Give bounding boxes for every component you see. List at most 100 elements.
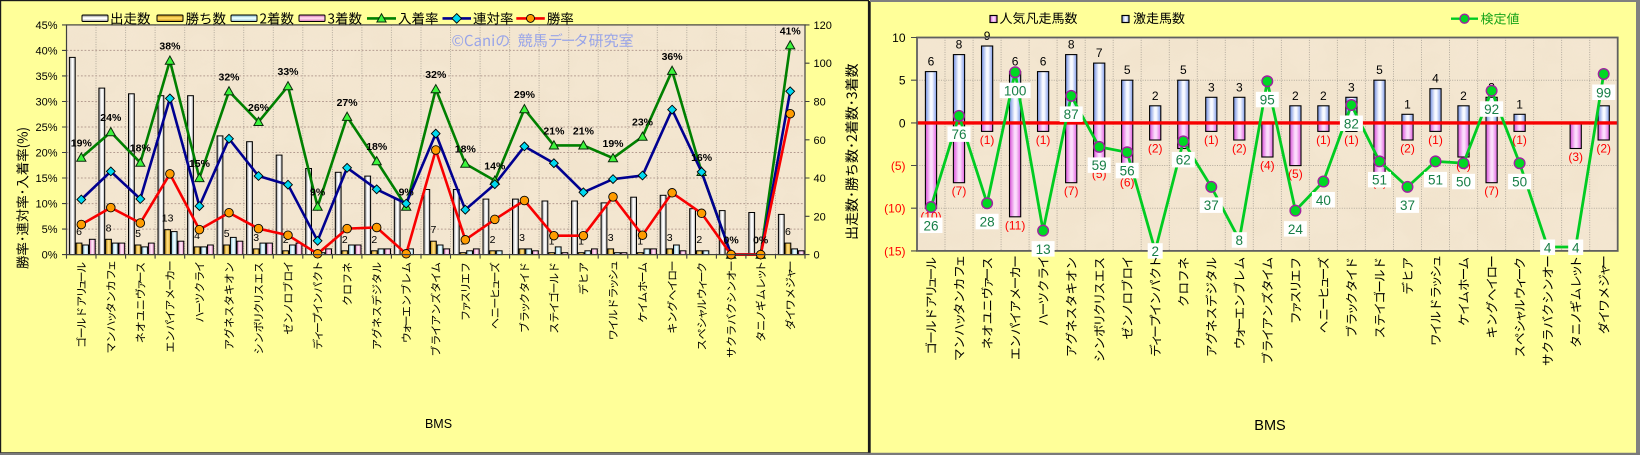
svg-text:15%: 15%: [189, 158, 211, 170]
svg-text:32%: 32%: [425, 69, 447, 81]
svg-text:27%: 27%: [337, 97, 359, 109]
svg-text:BMS: BMS: [425, 417, 452, 431]
svg-text:19%: 19%: [71, 138, 93, 150]
svg-text:1: 1: [1404, 97, 1411, 111]
svg-text:35%: 35%: [35, 71, 57, 83]
svg-text:(10): (10): [884, 202, 905, 216]
svg-text:16%: 16%: [691, 152, 713, 164]
svg-text:76: 76: [951, 127, 966, 142]
svg-text:40: 40: [1316, 193, 1331, 208]
svg-text:18%: 18%: [366, 141, 388, 153]
svg-text:(1): (1): [1204, 133, 1219, 147]
svg-text:41%: 41%: [780, 25, 802, 37]
svg-text:2: 2: [696, 234, 702, 246]
svg-text:5: 5: [899, 74, 906, 88]
svg-text:0: 0: [814, 250, 820, 262]
svg-text:10%: 10%: [35, 199, 57, 211]
svg-text:51: 51: [1372, 173, 1387, 188]
svg-text:26%: 26%: [248, 102, 270, 114]
svg-text:(7): (7): [1064, 184, 1079, 198]
svg-text:9%: 9%: [310, 187, 326, 199]
svg-text:1: 1: [549, 236, 555, 248]
svg-text:BMS: BMS: [1254, 418, 1285, 434]
svg-text:(1): (1): [1316, 133, 1331, 147]
svg-text:4: 4: [1432, 72, 1439, 86]
svg-text:6: 6: [1012, 55, 1019, 69]
svg-text:(2): (2): [1232, 141, 1247, 155]
svg-text:8: 8: [1068, 38, 1075, 52]
svg-text:(7): (7): [952, 184, 967, 198]
svg-text:2: 2: [490, 234, 496, 246]
svg-text:1: 1: [1516, 97, 1523, 111]
svg-text:1: 1: [578, 236, 584, 248]
svg-text:120: 120: [814, 20, 832, 32]
svg-text:18%: 18%: [455, 144, 477, 156]
svg-text:23%: 23%: [632, 117, 654, 129]
svg-text:56: 56: [1120, 164, 1135, 179]
svg-text:92: 92: [1484, 102, 1499, 117]
svg-text:2: 2: [342, 234, 348, 246]
svg-text:(1): (1): [1512, 133, 1527, 147]
svg-text:(2): (2): [1596, 141, 1611, 155]
svg-text:37: 37: [1204, 198, 1219, 213]
svg-text:(1): (1): [1428, 133, 1443, 147]
svg-text:(1): (1): [1036, 133, 1051, 147]
svg-text:6: 6: [785, 226, 791, 238]
svg-text:80: 80: [814, 97, 826, 109]
svg-text:6: 6: [928, 55, 935, 69]
svg-text:2: 2: [1320, 89, 1327, 103]
svg-text:6: 6: [76, 226, 82, 238]
svg-text:59: 59: [1092, 158, 1107, 173]
svg-text:3: 3: [1236, 80, 1243, 94]
svg-text:(1): (1): [980, 133, 995, 147]
svg-text:2: 2: [1292, 89, 1299, 103]
svg-text:15%: 15%: [35, 173, 57, 185]
svg-text:100: 100: [814, 58, 832, 70]
svg-text:9: 9: [984, 29, 991, 43]
svg-text:2: 2: [1460, 89, 1467, 103]
svg-text:3: 3: [667, 232, 673, 244]
svg-text:3: 3: [253, 232, 259, 244]
svg-text:8: 8: [1236, 233, 1244, 248]
svg-text:20%: 20%: [35, 148, 57, 160]
svg-text:0%: 0%: [753, 235, 769, 247]
svg-text:87: 87: [1064, 107, 1079, 122]
svg-text:6: 6: [1040, 55, 1047, 69]
svg-text:40: 40: [814, 173, 826, 185]
svg-text:(1): (1): [1344, 133, 1359, 147]
svg-text:3: 3: [519, 232, 525, 244]
svg-text:(3): (3): [1568, 150, 1583, 164]
svg-text:5: 5: [1376, 63, 1383, 77]
svg-text:37: 37: [1400, 198, 1415, 213]
svg-text:5: 5: [224, 228, 230, 240]
svg-text:4: 4: [194, 230, 200, 242]
svg-text:9%: 9%: [399, 187, 415, 199]
svg-text:0: 0: [899, 116, 906, 130]
svg-text:7: 7: [430, 224, 436, 236]
svg-text:(4): (4): [1260, 159, 1275, 173]
svg-text:29%: 29%: [514, 89, 536, 101]
svg-text:3: 3: [1348, 80, 1355, 94]
svg-text:(2): (2): [1400, 141, 1415, 155]
svg-text:24: 24: [1288, 222, 1304, 237]
svg-text:8: 8: [956, 38, 963, 52]
svg-text:38%: 38%: [159, 41, 181, 53]
svg-text:50: 50: [1512, 175, 1527, 190]
svg-text:5: 5: [1124, 63, 1131, 77]
svg-text:33%: 33%: [277, 66, 299, 78]
svg-text:30%: 30%: [35, 97, 57, 109]
svg-text:36%: 36%: [662, 51, 684, 63]
svg-text:13: 13: [162, 213, 174, 225]
svg-text:(5): (5): [891, 159, 906, 173]
svg-text:(2): (2): [1148, 141, 1163, 155]
svg-text:19%: 19%: [602, 138, 624, 150]
svg-text:45%: 45%: [35, 20, 57, 32]
svg-text:5: 5: [135, 228, 141, 240]
svg-text:51: 51: [1428, 173, 1443, 188]
svg-text:4: 4: [1544, 240, 1552, 255]
svg-text:26: 26: [923, 218, 938, 233]
svg-text:0%: 0%: [42, 250, 58, 262]
svg-text:21%: 21%: [573, 125, 595, 137]
svg-text:100: 100: [1004, 84, 1027, 99]
svg-text:8: 8: [106, 222, 112, 234]
